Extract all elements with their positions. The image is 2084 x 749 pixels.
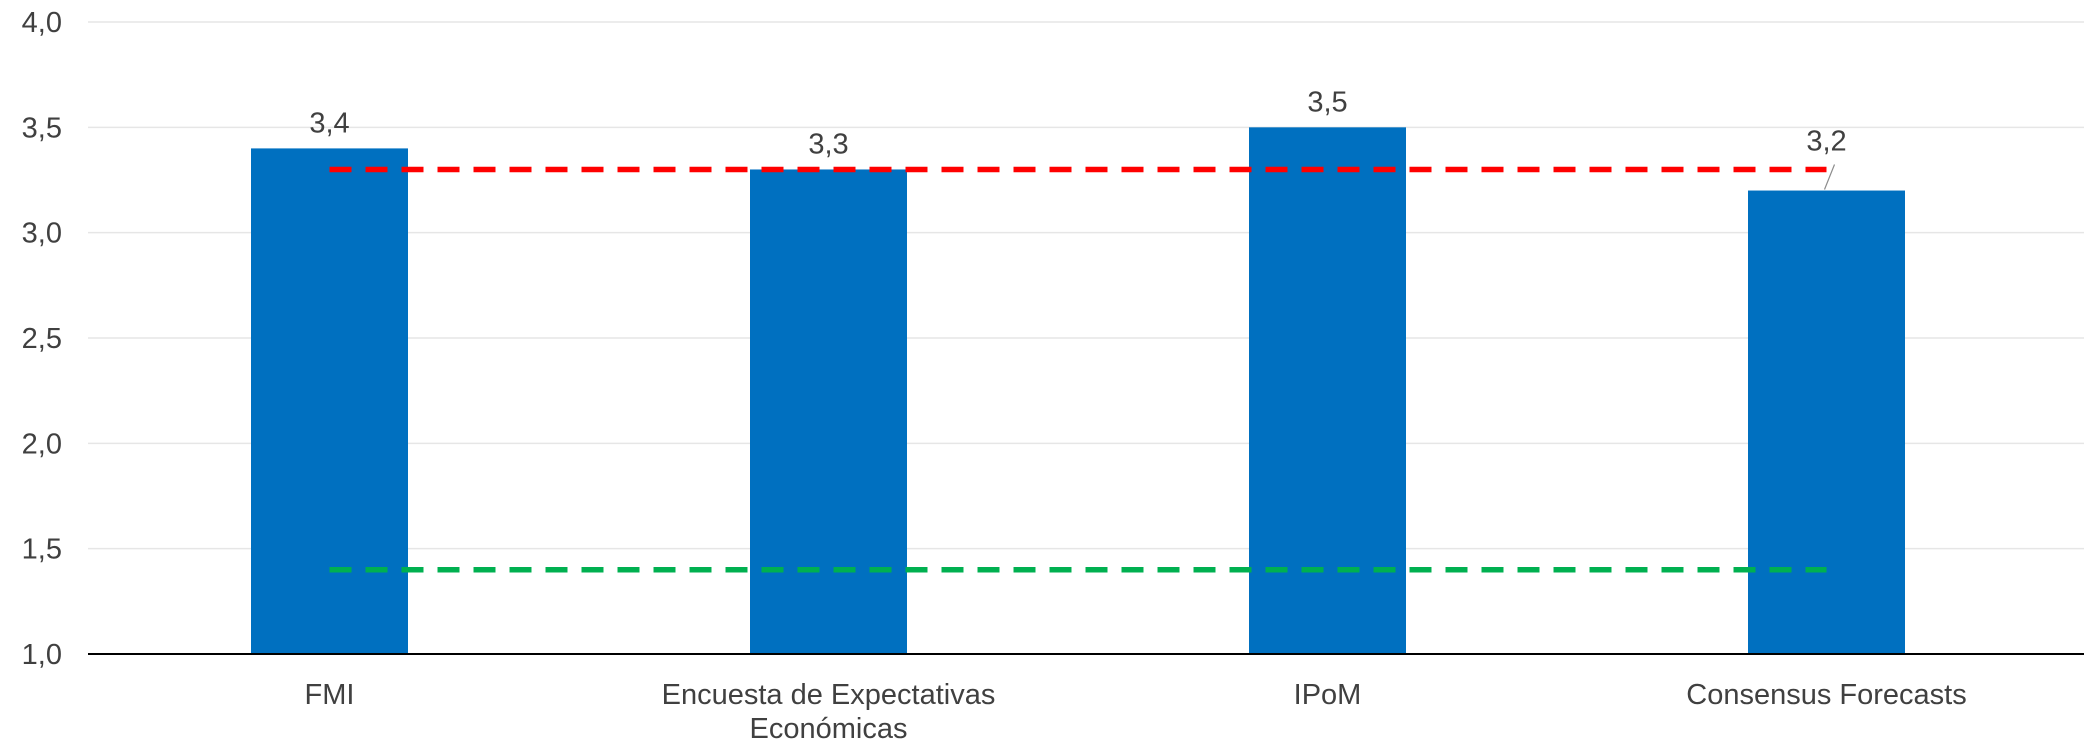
x-tick-label-line: FMI — [305, 679, 355, 711]
x-tick-label-line: IPoM — [1294, 679, 1362, 711]
x-tick-label-line: Económicas — [750, 713, 908, 744]
y-tick-label: 1,5 — [22, 534, 62, 566]
bar — [1748, 190, 1905, 655]
x-tick-label-line: Consensus Forecasts — [1686, 679, 1966, 711]
x-tick-label-line: Encuesta de Expectativas — [662, 679, 996, 711]
reference-lines — [329, 166, 1827, 573]
bar — [251, 148, 408, 654]
bars — [251, 127, 1905, 655]
data-label: 3,2 — [1806, 126, 1846, 158]
x-tick-label: FMI — [305, 679, 355, 711]
x-axis-tick-labels: FMI Encuesta de Expectativas Económicas IPo… — [305, 679, 1967, 745]
y-tick-label: 2,0 — [22, 428, 62, 460]
data-label-leader — [1823, 164, 1836, 190]
x-tick-label: Encuesta de Expectativas Económicas — [662, 679, 996, 744]
x-tick-label: Consensus Forecasts — [1686, 679, 1966, 711]
data-label: 3,3 — [808, 128, 848, 160]
bar — [750, 169, 907, 654]
data-labels: 3,4 3,3 3,5 3,2 — [309, 86, 1847, 190]
data-label: 3,5 — [1307, 86, 1347, 118]
bar — [1249, 127, 1406, 655]
y-tick-label: 2,5 — [22, 323, 62, 355]
x-tick-label: IPoM — [1294, 679, 1362, 711]
y-tick-label: 3,0 — [22, 218, 62, 250]
y-tick-label: 4,0 — [22, 7, 62, 39]
y-tick-label: 3,5 — [22, 112, 62, 144]
data-label: 3,4 — [309, 107, 349, 139]
y-axis-tick-labels: 1,0 1,5 2,0 2,5 3,0 3,5 4,0 — [22, 7, 62, 671]
y-tick-label: 1,0 — [22, 639, 62, 671]
